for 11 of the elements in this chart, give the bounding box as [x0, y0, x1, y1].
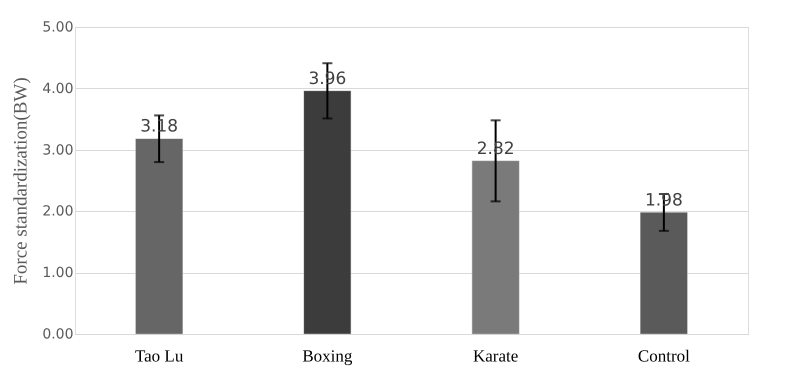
x-tick-label: Karate [472, 346, 518, 366]
y-axis-title: Force standardization(BW) [10, 77, 32, 285]
x-tick-label: Control [638, 346, 690, 366]
y-tick-label: 3.00 [42, 142, 74, 158]
x-tick-label: Tao Lu [134, 346, 184, 366]
y-tick-label: 1.00 [42, 265, 74, 282]
y-tick-label: 0.00 [42, 326, 74, 342]
x-tick-label: Boxing [302, 346, 353, 366]
y-tick-label: 2.00 [42, 204, 74, 220]
y-tick-label: 5.00 [42, 20, 74, 36]
y-tick-label: 4.00 [42, 80, 74, 97]
